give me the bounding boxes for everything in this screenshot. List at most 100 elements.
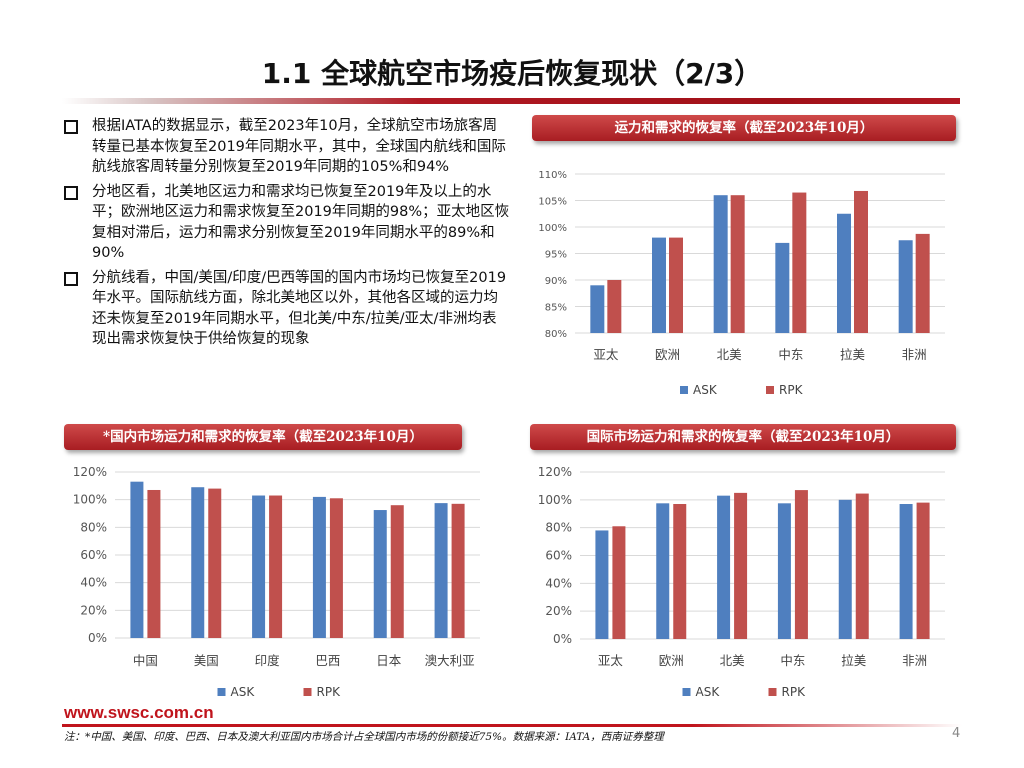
domestic-recovery-chart-svg: 0% 20% 40% 60% 80% 100% 120% 中国 美国 印度 巴西 日本 澳大利亚 ASK R… xyxy=(73,465,480,699)
x-category-label: 北美 xyxy=(717,347,742,362)
y-tick-label: 120% xyxy=(538,465,572,479)
x-category-label: 非洲 xyxy=(902,347,927,362)
bullet-list: 根据IATA的数据显示，截至2023年10月，全球航空市场旅客周转量已基本恢复至… xyxy=(64,116,510,354)
x-category-label: 巴西 xyxy=(315,653,340,668)
bar-ask xyxy=(312,496,326,638)
bar-ask xyxy=(191,487,205,638)
bar-ask xyxy=(775,242,790,333)
y-tick-label: 110% xyxy=(538,170,567,181)
bar-rpk xyxy=(730,195,745,333)
legend-swatch-rpk xyxy=(768,688,777,696)
y-tick-label: 105% xyxy=(538,197,567,208)
bar-rpk xyxy=(451,503,465,638)
y-tick-label: 0% xyxy=(553,632,572,646)
bar-ask xyxy=(434,503,448,638)
bar-ask xyxy=(656,503,670,639)
x-category-label: 日本 xyxy=(376,653,402,668)
bar-ask xyxy=(595,530,609,639)
x-category-label: 欧洲 xyxy=(655,347,680,362)
x-category-label: 中国 xyxy=(133,653,158,668)
legend-label: ASK xyxy=(693,383,718,397)
legend-label: RPK xyxy=(779,383,804,397)
y-tick-label: 40% xyxy=(545,576,572,590)
legend-swatch-ask xyxy=(217,688,226,696)
international-recovery-chart-svg: 0% 20% 40% 60% 80% 100% 120% 亚太 欧洲 北美 中东 拉美 非洲 ASK RPK xyxy=(538,465,945,699)
square-bullet-icon xyxy=(64,120,78,134)
website-logo[interactable]: www.swsc.com.cn xyxy=(64,703,214,722)
bar-rpk xyxy=(792,192,807,333)
y-tick-label: 60% xyxy=(545,549,572,563)
legend-swatch-ask xyxy=(682,688,691,696)
x-category-label: 美国 xyxy=(194,653,219,668)
y-tick-label: 100% xyxy=(538,493,572,507)
bar-rpk xyxy=(916,502,930,639)
legend-label: RPK xyxy=(782,685,807,699)
x-category-label: 拉美 xyxy=(840,347,865,362)
chart-title-banner: 运力和需求的恢复率（截至2023年10月） xyxy=(532,115,956,141)
chart-title-banner: 国际市场运力和需求的恢复率（截至2023年10月） xyxy=(530,424,956,450)
bar-rpk xyxy=(269,495,283,638)
bar-ask xyxy=(652,237,666,333)
y-tick-label: 80% xyxy=(545,329,567,340)
y-tick-label: 20% xyxy=(80,603,107,617)
title-divider xyxy=(62,98,960,104)
legend-swatch-rpk xyxy=(766,386,774,394)
bar-ask xyxy=(898,240,913,333)
bar-rpk xyxy=(208,488,222,638)
y-tick-label: 80% xyxy=(80,520,107,534)
x-category-label: 欧洲 xyxy=(659,653,684,668)
legend-label: ASK xyxy=(696,685,721,699)
bar-rpk xyxy=(390,505,404,638)
legend-label: ASK xyxy=(231,685,256,699)
y-tick-label: 120% xyxy=(73,465,107,479)
y-tick-label: 60% xyxy=(80,548,107,562)
x-category-label: 印度 xyxy=(255,653,281,668)
bar-rpk xyxy=(854,190,868,333)
bar-ask xyxy=(252,495,266,638)
x-category-label: 拉美 xyxy=(841,653,866,668)
bullet-text: 根据IATA的数据显示，截至2023年10月，全球航空市场旅客周转量已基本恢复至… xyxy=(92,118,506,175)
bar-rpk xyxy=(612,526,626,639)
bar-rpk xyxy=(329,498,343,638)
y-tick-label: 95% xyxy=(545,250,567,261)
y-tick-label: 80% xyxy=(545,521,572,535)
bullet-item: 根据IATA的数据显示，截至2023年10月，全球航空市场旅客周转量已基本恢复至… xyxy=(64,116,510,178)
y-tick-label: 100% xyxy=(538,223,567,234)
bar-ask xyxy=(590,285,605,333)
bullet-text: 分地区看，北美地区运力和需求均已恢复至2019年及以上的水平；欧洲地区运力和需求… xyxy=(92,183,510,262)
region-recovery-chart: 80% 85% 90% 95% 100% 105% 110% 亚太 欧洲 北美 中东 拉美 非洲 ASK R… xyxy=(520,160,960,405)
international-recovery-chart: 0% 20% 40% 60% 80% 100% 120% 亚太 欧洲 北美 中东 拉美 非洲 ASK RPK xyxy=(520,458,960,708)
legend-swatch-rpk xyxy=(303,688,312,696)
bar-ask xyxy=(373,510,387,638)
x-category-label: 北美 xyxy=(720,653,745,668)
footnote: 注：*中国、美国、印度、巴西、日本及澳大利亚国内市场合计占全球国内市场的份额接近… xyxy=(64,731,664,743)
region-recovery-chart-svg: 80% 85% 90% 95% 100% 105% 110% 亚太 欧洲 北美 中东 拉美 非洲 ASK R… xyxy=(538,170,945,397)
y-tick-label: 40% xyxy=(80,576,107,590)
x-category-label: 亚太 xyxy=(598,653,624,668)
footer-divider xyxy=(62,724,962,727)
y-tick-label: 0% xyxy=(88,631,107,645)
bar-ask xyxy=(899,504,913,639)
page-number: 4 xyxy=(952,726,961,741)
square-bullet-icon xyxy=(64,185,78,200)
legend-swatch-ask xyxy=(680,386,688,394)
bullet-text: 分航线看，中国/美国/印度/巴西等国的国内市场均已恢复至2019年水平。国际航线… xyxy=(92,269,507,348)
bar-ask xyxy=(838,499,852,639)
domestic-recovery-chart: 0% 20% 40% 60% 80% 100% 120% 中国 美国 印度 巴西 日本 澳大利亚 ASK R… xyxy=(55,458,485,708)
bar-rpk xyxy=(794,490,808,639)
bar-rpk xyxy=(915,233,930,333)
square-bullet-icon xyxy=(64,271,78,286)
legend-label: RPK xyxy=(317,685,342,699)
chart-title-banner: *国内市场运力和需求的恢复率（截至2023年10月） xyxy=(64,424,462,450)
page-title: 1.1 全球航空市场疫后恢复现状（2/3） xyxy=(261,57,763,90)
bullet-item: 分航线看，中国/美国/印度/巴西等国的国内市场均已恢复至2019年水平。国际航线… xyxy=(64,268,510,350)
bar-ask xyxy=(713,195,728,333)
bar-rpk xyxy=(669,237,683,333)
bar-rpk xyxy=(855,493,869,639)
bullet-item: 分地区看，北美地区运力和需求均已恢复至2019年及以上的水平；欧洲地区运力和需求… xyxy=(64,182,510,264)
bar-ask xyxy=(130,481,144,638)
y-tick-label: 100% xyxy=(73,493,107,507)
x-category-label: 澳大利亚 xyxy=(425,653,475,668)
bar-rpk xyxy=(734,492,748,639)
y-tick-label: 20% xyxy=(545,604,572,618)
